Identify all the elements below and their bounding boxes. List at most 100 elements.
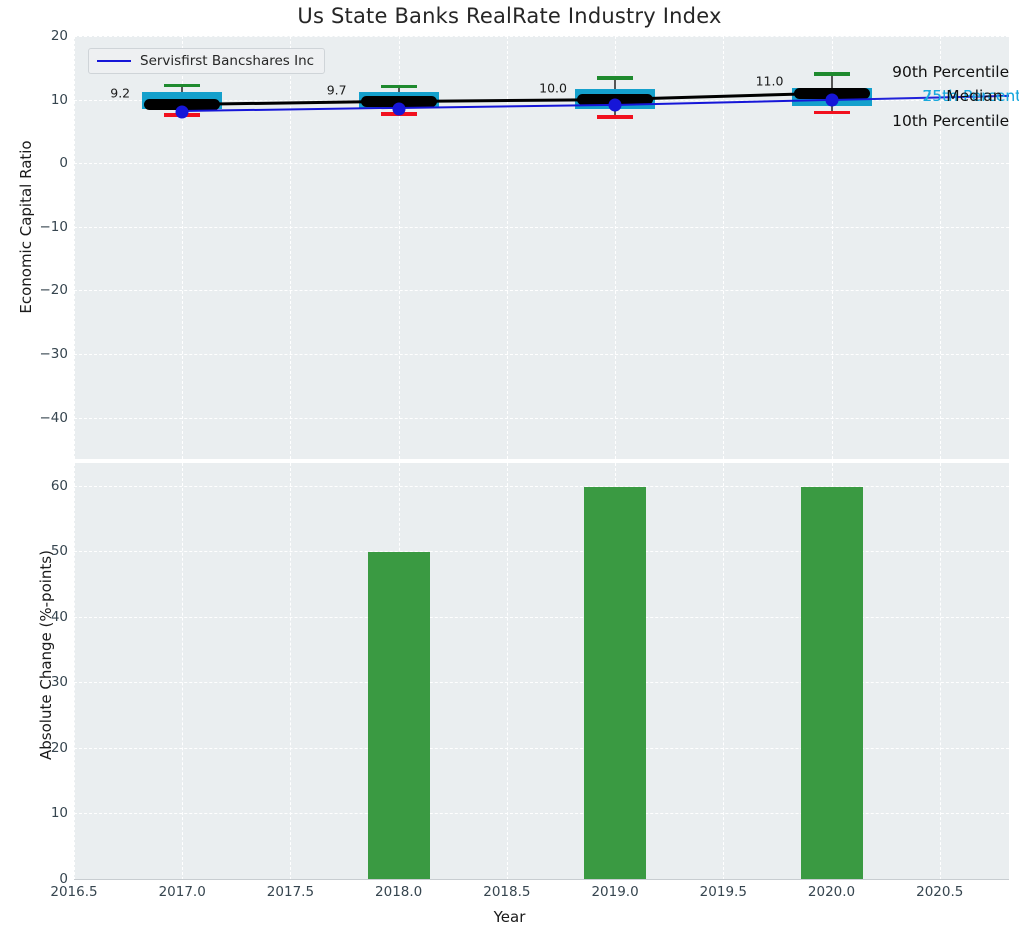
y-tick-top-wrap: −40 — [2, 410, 69, 434]
y-tick-top-wrap: 20 — [2, 28, 68, 52]
gridline-horizontal — [74, 551, 1009, 553]
median-value-label: 9.7 — [326, 82, 347, 98]
company-series-point — [175, 105, 189, 119]
y-tick-bottom: 30 — [50, 674, 68, 691]
gridline-vertical — [506, 463, 508, 880]
gridline-horizontal — [74, 417, 1009, 419]
gridline-horizontal — [74, 813, 1009, 815]
cap-90th-percentile — [164, 83, 201, 88]
y-tick-top-wrap: 0 — [2, 155, 68, 179]
x-axis-label: Year — [493, 908, 526, 926]
y-tick-bottom: 20 — [50, 739, 68, 756]
bar — [584, 486, 647, 880]
y-tick-top-wrap: −10 — [2, 219, 69, 243]
x-tick-label: 2020.0 — [807, 884, 856, 900]
y-tick-bottom: 0 — [59, 871, 68, 887]
median-marker — [360, 96, 437, 108]
y-tick-top: −10 — [39, 218, 69, 235]
gridline-horizontal — [74, 354, 1009, 356]
cap-90th-percentile — [380, 84, 417, 88]
median-marker — [793, 87, 870, 99]
x-tick-label: 2018.0 — [375, 884, 423, 900]
cap-10th-percentile — [597, 115, 634, 119]
y-axis-label-top: Economic Capital Ratio — [17, 140, 35, 314]
gridline-horizontal — [74, 226, 1009, 228]
gridline-vertical — [290, 463, 292, 880]
x-tick-label: 2017.5 — [266, 884, 315, 900]
annotation-25th-percentile: 25th Percentile — [922, 86, 1019, 105]
y-tick-top: 0 — [59, 155, 68, 172]
gridline-vertical — [74, 463, 75, 880]
y-tick-top: −20 — [39, 282, 69, 299]
median-marker — [144, 99, 221, 111]
median-value-label: 11.0 — [755, 73, 784, 89]
gridline-vertical — [398, 36, 400, 459]
y-tick-bottom-wrap: 30 — [2, 674, 68, 698]
economic-capital-ratio-panel: 9.2 9.7 10.0 11.0 — [74, 36, 1009, 459]
gridline-vertical — [939, 36, 941, 459]
y-tick-top-wrap: −20 — [2, 282, 69, 306]
y-tick-top: −40 — [39, 409, 69, 426]
company-series-point — [825, 93, 839, 107]
legend[interactable]: Servisfirst Bancshares Inc — [88, 48, 326, 74]
y-tick-bottom: 60 — [50, 477, 68, 494]
gridline-horizontal — [74, 163, 1009, 165]
y-tick-bottom-wrap: 10 — [2, 805, 68, 829]
annotation-75th-percentile: 75th Percentile — [922, 86, 1019, 105]
bar — [367, 552, 430, 880]
y-tick-bottom-wrap: 60 — [2, 478, 68, 502]
y-tick-bottom-wrap: 40 — [2, 609, 68, 633]
y-tick-bottom: 10 — [50, 805, 68, 822]
gridline-vertical — [182, 36, 184, 459]
y-tick-top: 20 — [50, 28, 68, 44]
x-tick-label: 2017.0 — [158, 884, 206, 900]
annotation-10th-percentile: 10th Percentile — [892, 111, 1010, 130]
median-value-label: 10.0 — [539, 80, 567, 96]
gridline-vertical — [290, 36, 292, 459]
bottom-panel-plot-layer — [74, 463, 1009, 880]
gridline-vertical — [74, 36, 75, 459]
annotation-median: Median — [946, 86, 1003, 105]
y-axis-label-bottom: Absolute Change (%-points) — [37, 550, 55, 760]
gridline-horizontal — [74, 616, 1009, 618]
gridline-vertical — [723, 36, 725, 459]
gridline-horizontal — [74, 485, 1009, 487]
bar — [800, 486, 863, 880]
gridline-horizontal — [74, 36, 1009, 37]
x-axis-spine — [74, 879, 1009, 880]
y-tick-top: −30 — [39, 346, 69, 363]
gridline-vertical — [939, 463, 941, 880]
company-series-point — [392, 102, 406, 115]
legend-line-swatch — [97, 60, 131, 62]
gridline-horizontal — [74, 290, 1009, 292]
gridline-vertical — [506, 36, 508, 459]
annotation-90th-percentile: 90th Percentile — [892, 63, 1010, 82]
y-tick-top-wrap: −30 — [2, 346, 69, 370]
gridline-vertical — [615, 36, 617, 459]
x-tick-label: 2016.5 — [50, 884, 98, 900]
cap-10th-percentile — [813, 110, 850, 115]
y-tick-bottom-wrap: 20 — [2, 740, 68, 764]
gridline-vertical — [831, 36, 833, 459]
gridline-vertical — [182, 463, 184, 880]
x-tick-label: 2019.0 — [591, 884, 639, 900]
x-tick-label: 2020.5 — [916, 884, 964, 900]
page-title: Us State Banks RealRate Industry Index — [297, 4, 722, 28]
gridline-vertical — [723, 463, 725, 880]
y-tick-bottom-wrap: 0 — [2, 871, 68, 895]
top-panel-plot-layer: 9.2 9.7 10.0 11.0 — [74, 36, 1009, 459]
y-tick-bottom: 50 — [50, 543, 68, 560]
absolute-change-panel — [74, 463, 1009, 880]
legend-item-label: Servisfirst Bancshares Inc — [140, 53, 315, 69]
y-tick-bottom: 40 — [50, 608, 68, 625]
median-value-label: 9.2 — [110, 85, 131, 101]
gridline-horizontal — [74, 682, 1009, 684]
gridline-horizontal — [74, 747, 1009, 749]
x-tick-label: 2018.5 — [483, 884, 531, 900]
cap-90th-percentile — [813, 72, 850, 76]
y-tick-top: 10 — [50, 91, 68, 108]
cap-90th-percentile — [597, 76, 634, 80]
y-tick-bottom-wrap: 50 — [2, 543, 68, 567]
x-tick-label: 2019.5 — [699, 884, 747, 900]
